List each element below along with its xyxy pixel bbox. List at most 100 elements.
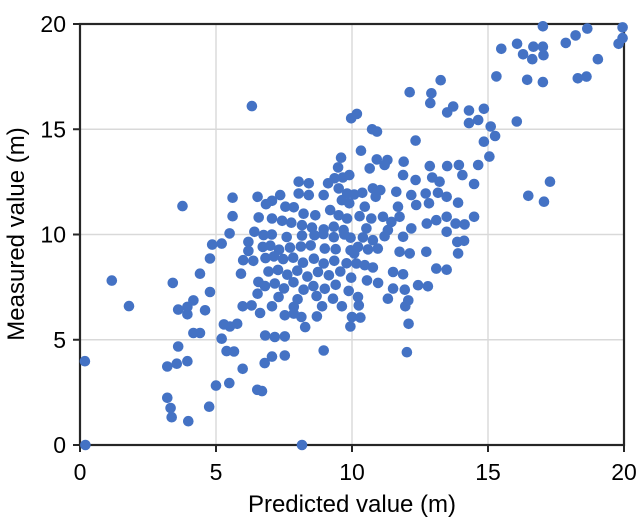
data-point — [362, 244, 374, 255]
data-point — [269, 331, 281, 343]
data-point — [273, 291, 284, 303]
data-point — [182, 301, 193, 313]
data-point — [359, 259, 371, 271]
data-point — [441, 160, 453, 172]
data-point — [371, 154, 383, 165]
y-tick-label: 5 — [53, 327, 66, 353]
data-point — [333, 183, 345, 194]
data-point — [335, 266, 346, 277]
data-point — [276, 215, 288, 227]
data-point — [279, 331, 291, 342]
data-point — [266, 351, 278, 362]
data-point — [425, 97, 436, 109]
data-point — [592, 53, 604, 65]
data-point — [489, 130, 501, 142]
data-point — [355, 312, 366, 323]
data-point — [397, 169, 409, 181]
data-point — [252, 288, 263, 300]
y-tick-label: 20 — [40, 11, 66, 37]
data-point — [248, 255, 259, 267]
data-point — [345, 232, 356, 243]
x-tick-label: 20 — [611, 459, 637, 485]
data-point — [288, 202, 300, 213]
data-point — [216, 333, 227, 345]
data-point — [296, 230, 308, 241]
data-point — [252, 191, 263, 203]
data-point — [353, 300, 365, 311]
data-point — [392, 201, 404, 212]
data-point — [235, 268, 247, 280]
data-point — [431, 263, 442, 274]
data-point — [528, 41, 539, 52]
data-point — [435, 74, 447, 86]
data-point — [167, 277, 179, 289]
data-point — [330, 279, 342, 291]
data-point — [199, 305, 211, 316]
data-point — [348, 189, 360, 200]
points-layer — [79, 21, 628, 451]
data-point — [335, 152, 347, 163]
data-point — [441, 191, 453, 203]
data-point — [572, 73, 584, 84]
data-point — [284, 242, 296, 253]
data-point — [394, 211, 405, 223]
data-point — [172, 304, 184, 315]
x-axis-title: Predicted value (m) — [248, 491, 456, 518]
data-point — [351, 108, 363, 120]
data-point — [344, 198, 355, 209]
data-point — [308, 253, 320, 264]
data-point — [266, 229, 278, 240]
data-point — [452, 197, 464, 208]
data-point — [410, 199, 422, 211]
data-point — [303, 189, 315, 201]
data-point — [457, 169, 468, 181]
data-point — [165, 402, 176, 414]
data-point — [287, 252, 299, 263]
data-point — [523, 190, 534, 202]
axes-layer — [73, 22, 626, 452]
data-point — [327, 293, 339, 305]
data-point — [412, 279, 424, 291]
data-point — [521, 74, 533, 86]
data-point — [410, 135, 421, 146]
data-point — [422, 281, 434, 292]
data-point — [560, 37, 572, 49]
data-point — [296, 439, 308, 451]
data-point — [351, 258, 362, 269]
data-point — [332, 162, 344, 173]
data-point — [459, 219, 470, 230]
data-point — [379, 159, 390, 171]
data-point — [370, 191, 382, 203]
data-point — [404, 86, 416, 98]
data-point — [281, 231, 293, 243]
data-point — [323, 270, 335, 281]
data-point — [328, 231, 340, 243]
data-point — [359, 201, 371, 212]
x-tick-label: 5 — [210, 459, 223, 485]
data-point — [162, 361, 173, 372]
data-point — [194, 327, 206, 339]
data-point — [406, 189, 417, 201]
data-point — [432, 187, 444, 199]
data-point — [527, 53, 538, 65]
data-point — [265, 240, 276, 251]
data-point — [237, 301, 248, 312]
data-point — [318, 345, 330, 356]
data-point — [582, 23, 593, 34]
data-point — [329, 255, 340, 267]
data-point — [303, 178, 315, 189]
data-point — [387, 266, 399, 278]
data-point — [367, 234, 379, 246]
data-point — [441, 211, 453, 223]
data-point — [259, 280, 271, 292]
data-point — [403, 295, 414, 306]
data-point — [324, 204, 336, 216]
data-point — [570, 30, 581, 41]
data-point — [345, 321, 356, 332]
x-tick-label: 10 — [339, 459, 365, 485]
data-point — [431, 214, 442, 226]
data-point — [296, 219, 308, 231]
data-point — [106, 275, 118, 286]
